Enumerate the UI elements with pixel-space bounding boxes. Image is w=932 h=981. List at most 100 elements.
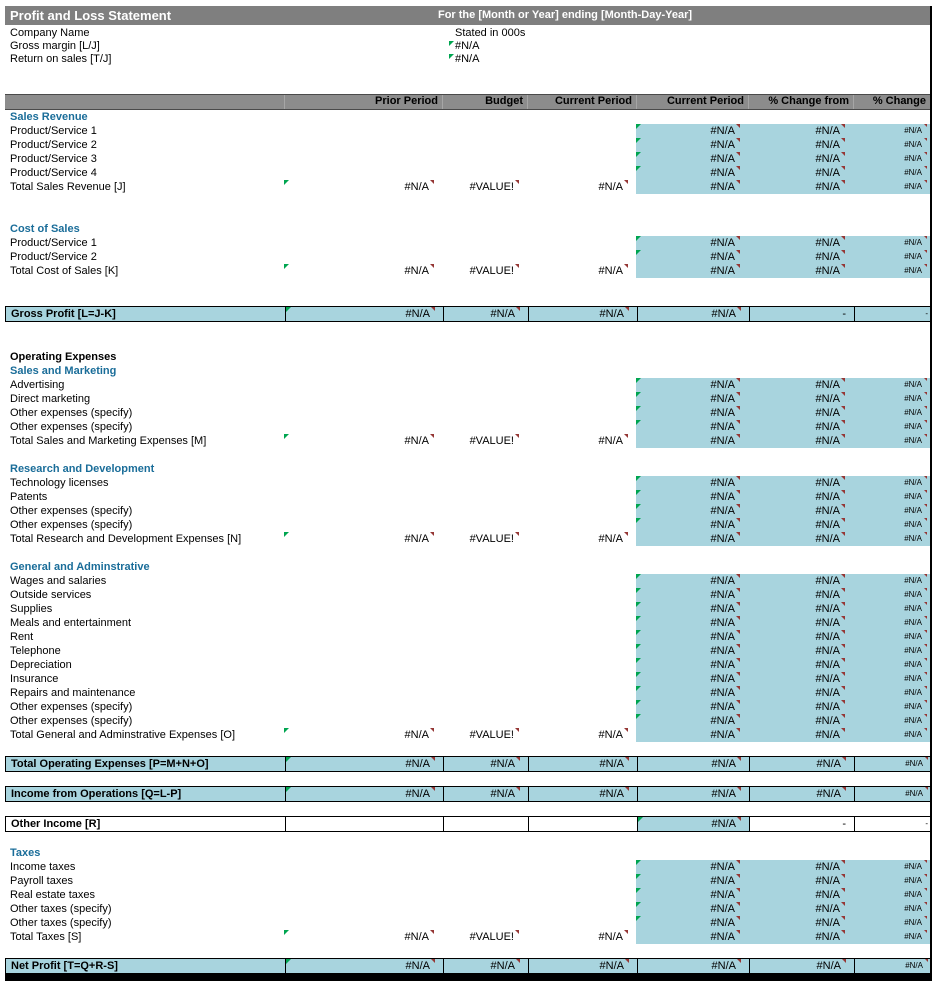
cell-current-period[interactable] [527, 166, 636, 180]
cell-prior-period[interactable] [284, 874, 442, 888]
cell-budget[interactable]: #VALUE! [442, 930, 527, 944]
cell-pct-change-from[interactable]: #N/A [748, 420, 853, 434]
cell-current-period-highlight[interactable]: #N/A [636, 714, 748, 728]
cell-prior-period[interactable] [284, 420, 442, 434]
cell-prior-period[interactable] [284, 602, 442, 616]
cell-current-period[interactable] [527, 888, 636, 902]
cell-prior-period[interactable] [284, 916, 442, 930]
cell-prior-period[interactable] [284, 658, 442, 672]
cell-prior-period[interactable] [284, 630, 442, 644]
cell-pct-change[interactable]: #N/A [853, 574, 930, 588]
cell-budget[interactable]: #N/A [443, 307, 528, 321]
cell-prior-period[interactable] [285, 817, 443, 831]
cell-prior-period[interactable] [284, 250, 442, 264]
cell-current-period-highlight[interactable]: #N/A [636, 166, 748, 180]
cell-prior-period[interactable] [284, 236, 442, 250]
cell-pct-change-from[interactable]: #N/A [748, 672, 853, 686]
cell-prior-period[interactable] [284, 406, 442, 420]
cell-budget[interactable]: #VALUE! [442, 264, 527, 278]
cell-pct-change-from[interactable]: #N/A [748, 902, 853, 916]
cell-budget[interactable] [442, 406, 527, 420]
cell-current-period-highlight[interactable]: #N/A [636, 490, 748, 504]
cell-pct-change-from[interactable]: #N/A [748, 930, 853, 944]
cell-current-period-highlight[interactable]: #N/A [636, 588, 748, 602]
cell-current-period-highlight[interactable]: #N/A [636, 420, 748, 434]
cell-current-period-highlight[interactable]: #N/A [636, 686, 748, 700]
cell-pct-change-from[interactable]: #N/A [748, 378, 853, 392]
cell-current-period-highlight[interactable]: #N/A [637, 959, 749, 973]
cell-pct-change[interactable]: #N/A [853, 644, 930, 658]
cell-current-period-highlight[interactable]: #N/A [636, 860, 748, 874]
cell-current-period-highlight[interactable]: #N/A [637, 307, 749, 321]
cell-pct-change-from[interactable]: #N/A [748, 728, 853, 742]
cell-budget[interactable] [442, 420, 527, 434]
cell-pct-change-from[interactable]: #N/A [748, 644, 853, 658]
cell-budget[interactable] [442, 700, 527, 714]
cell-budget[interactable] [442, 630, 527, 644]
cell-current-period[interactable]: #N/A [527, 434, 636, 448]
cell-current-period[interactable] [527, 860, 636, 874]
cell-pct-change-from[interactable]: #N/A [748, 714, 853, 728]
cell-current-period-highlight[interactable]: #N/A [636, 700, 748, 714]
cell-budget[interactable]: #N/A [443, 787, 528, 801]
cell-prior-period[interactable]: #N/A [284, 434, 442, 448]
cell-current-period-highlight[interactable]: #N/A [636, 392, 748, 406]
cell-current-period-highlight[interactable]: #N/A [636, 644, 748, 658]
cell-pct-change[interactable]: #N/A [853, 860, 930, 874]
cell-prior-period[interactable]: #N/A [284, 532, 442, 546]
cell-budget[interactable]: #VALUE! [442, 532, 527, 546]
cell-budget[interactable] [442, 658, 527, 672]
cell-current-period[interactable] [528, 817, 637, 831]
cell-pct-change[interactable]: #N/A [853, 902, 930, 916]
cell-budget[interactable]: #VALUE! [442, 180, 527, 194]
cell-budget[interactable] [442, 902, 527, 916]
cell-pct-change-from[interactable]: #N/A [748, 874, 853, 888]
cell-current-period[interactable] [527, 420, 636, 434]
cell-current-period-highlight[interactable]: #N/A [636, 124, 748, 138]
cell-prior-period[interactable]: #N/A [284, 264, 442, 278]
cell-prior-period[interactable]: #N/A [284, 930, 442, 944]
cell-prior-period[interactable]: #N/A [285, 787, 443, 801]
cell-current-period-highlight[interactable]: #N/A [636, 888, 748, 902]
cell-budget[interactable] [442, 888, 527, 902]
cell-pct-change[interactable]: #N/A [853, 874, 930, 888]
cell-pct-change-from[interactable]: #N/A [748, 152, 853, 166]
cell-pct-change-from[interactable]: #N/A [748, 504, 853, 518]
cell-current-period-highlight[interactable]: #N/A [636, 378, 748, 392]
cell-pct-change-from[interactable]: #N/A [748, 532, 853, 546]
cell-current-period[interactable] [527, 658, 636, 672]
cell-current-period[interactable]: #N/A [527, 728, 636, 742]
cell-budget[interactable]: #VALUE! [442, 728, 527, 742]
cell-current-period-highlight[interactable]: #N/A [637, 787, 749, 801]
cell-pct-change-from[interactable]: #N/A [748, 630, 853, 644]
cell-current-period-highlight[interactable]: #N/A [636, 250, 748, 264]
cell-current-period[interactable] [527, 518, 636, 532]
cell-current-period-highlight[interactable]: #N/A [636, 672, 748, 686]
cell-pct-change[interactable]: #N/A [853, 152, 930, 166]
cell-pct-change[interactable]: #N/A [853, 888, 930, 902]
cell-pct-change[interactable]: #N/A [853, 250, 930, 264]
cell-current-period[interactable] [527, 630, 636, 644]
cell-prior-period[interactable]: #N/A [284, 728, 442, 742]
cell-current-period[interactable]: #N/A [527, 930, 636, 944]
cell-prior-period[interactable] [284, 476, 442, 490]
cell-budget[interactable]: #N/A [443, 959, 528, 973]
cell-current-period-highlight[interactable]: #N/A [636, 916, 748, 930]
cell-prior-period[interactable] [284, 672, 442, 686]
cell-current-period-highlight[interactable]: #N/A [636, 728, 748, 742]
cell-pct-change-from[interactable]: #N/A [748, 518, 853, 532]
cell-pct-change[interactable]: #N/A [853, 476, 930, 490]
cell-budget[interactable] [442, 124, 527, 138]
cell-pct-change[interactable]: #N/A [853, 686, 930, 700]
cell-pct-change-from[interactable]: #N/A [748, 888, 853, 902]
cell-prior-period[interactable] [284, 138, 442, 152]
cell-pct-change-from[interactable]: #N/A [748, 166, 853, 180]
cell-prior-period[interactable] [284, 490, 442, 504]
cell-pct-change-from[interactable]: #N/A [749, 757, 854, 771]
cell-pct-change-from[interactable]: #N/A [748, 138, 853, 152]
cell-current-period-highlight[interactable]: #N/A [636, 504, 748, 518]
cell-prior-period[interactable] [284, 888, 442, 902]
cell-budget[interactable] [442, 916, 527, 930]
cell-current-period[interactable] [527, 686, 636, 700]
cell-prior-period[interactable] [284, 714, 442, 728]
